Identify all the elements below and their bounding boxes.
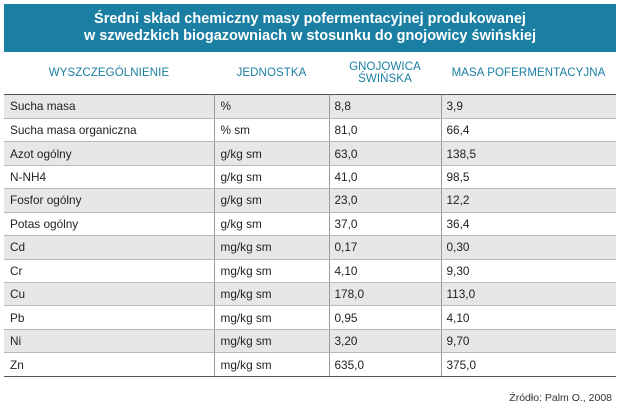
row-digestate-value: 4,10 — [441, 305, 616, 330]
row-digestate-value: 138,5 — [441, 141, 616, 166]
row-name: Pb — [4, 305, 215, 330]
row-digestate-value: 9,30 — [441, 259, 616, 284]
row-unit: g/kg sm — [214, 188, 330, 213]
row-pig-slurry-value: 37,0 — [329, 212, 442, 237]
row-digestate-value: 9,70 — [441, 329, 616, 354]
header-unit: JEDNOSTKA — [236, 67, 307, 79]
row-digestate-value: 98,5 — [441, 165, 616, 190]
row-unit: % — [214, 95, 330, 119]
header-pig-slurry: GNOJOWICA ŚWIŃSKA — [329, 52, 441, 94]
table-header: WYSZCZEGÓLNIENIE JEDNOSTKA GNOJOWICA ŚWI… — [4, 52, 616, 95]
row-digestate-value: 113,0 — [441, 282, 616, 307]
row-digestate-value: 0,30 — [441, 235, 616, 260]
header-item: WYSZCZEGÓLNIENIE — [48, 67, 170, 79]
table-row: Sucha masa% 8,8 3,9 — [4, 95, 616, 119]
row-pig-slurry-value: 8,8 — [329, 95, 442, 119]
title-line-1: Średni skład chemiczny masy pofermentacy… — [94, 11, 526, 27]
row-name: Cu — [4, 282, 215, 307]
row-pig-slurry-value: 0,17 — [329, 235, 442, 260]
row-name: Ni — [4, 329, 215, 354]
table-row: Cr mg/kg sm 4,10 9,30 — [4, 259, 616, 284]
row-pig-slurry-value: 81,0 — [329, 118, 442, 143]
row-digestate-value: 3,9 — [441, 95, 616, 119]
source-note: Źródło: Palm O., 2008 — [509, 392, 612, 404]
row-name: Cr — [4, 259, 215, 284]
table-row: Sucha masa organiczna% sm 81,0 66,4 — [4, 118, 616, 143]
row-name: N-NH4 — [4, 165, 215, 190]
table-row: Azot ogólny g/kg sm 63,0 138,5 — [4, 141, 616, 166]
row-unit: mg/kg sm — [214, 305, 330, 330]
row-name: Zn — [4, 352, 215, 377]
row-pig-slurry-value: 23,0 — [329, 188, 442, 213]
table-row: N-NH4 g/kg sm 41,0 98,5 — [4, 165, 616, 190]
row-digestate-value: 36,4 — [441, 212, 616, 237]
table-row: Cd mg/kg sm 0,17 0,30 — [4, 235, 616, 260]
header-pig-slurry-line-2: ŚWIŃSKA — [358, 73, 412, 85]
row-pig-slurry-value: 63,0 — [329, 141, 442, 166]
row-unit: g/kg sm — [214, 141, 330, 166]
row-pig-slurry-value: 178,0 — [329, 282, 442, 307]
table-row: Cu mg/kg sm 178,0 113,0 — [4, 282, 616, 307]
table-row: Fosfor ogólny g/kg sm 23,0 12,2 — [4, 188, 616, 213]
table-row: Pb mg/kg sm 0,95 4,10 — [4, 305, 616, 330]
row-digestate-value: 12,2 — [441, 188, 616, 213]
row-pig-slurry-value: 635,0 — [329, 352, 442, 377]
row-unit: g/kg sm — [214, 165, 330, 190]
header-pig-slurry-line-1: GNOJOWICA — [349, 61, 421, 73]
table-row: Potas ogólny g/kg sm 37,0 36,4 — [4, 212, 616, 237]
row-name: Azot ogólny — [4, 141, 215, 166]
row-unit: % sm — [214, 118, 330, 143]
row-name: Fosfor ogólny — [4, 188, 215, 213]
row-unit: mg/kg sm — [214, 259, 330, 284]
row-unit: g/kg sm — [214, 212, 330, 237]
title-line-2: w szwedzkich biogazowniach w stosunku do… — [84, 28, 536, 44]
row-name: Potas ogólny — [4, 212, 215, 237]
data-table: Sucha masa% 8,8 3,9 Sucha masa organiczna% … — [4, 95, 616, 377]
row-unit: mg/kg sm — [214, 235, 330, 260]
row-digestate-value: 375,0 — [441, 352, 616, 377]
title-banner: Średni skład chemiczny masy pofermentacy… — [4, 4, 616, 52]
row-unit: mg/kg sm — [214, 329, 330, 354]
row-pig-slurry-value: 0,95 — [329, 305, 442, 330]
table-row: Zn mg/kg sm 635,0 375,0 — [4, 352, 616, 377]
row-name: Sucha masa organiczna — [4, 118, 215, 143]
row-unit: mg/kg sm — [214, 282, 330, 307]
row-name: Sucha masa — [4, 95, 215, 119]
row-pig-slurry-value: 4,10 — [329, 259, 442, 284]
row-name: Cd — [4, 235, 215, 260]
row-digestate-value: 66,4 — [441, 118, 616, 143]
row-pig-slurry-value: 41,0 — [329, 165, 442, 190]
row-unit: mg/kg sm — [214, 352, 330, 377]
row-pig-slurry-value: 3,20 — [329, 329, 442, 354]
table-row: Ni mg/kg sm 3,20 9,70 — [4, 329, 616, 354]
header-digestate: MASA POFERMENTACYJNA — [451, 67, 606, 79]
